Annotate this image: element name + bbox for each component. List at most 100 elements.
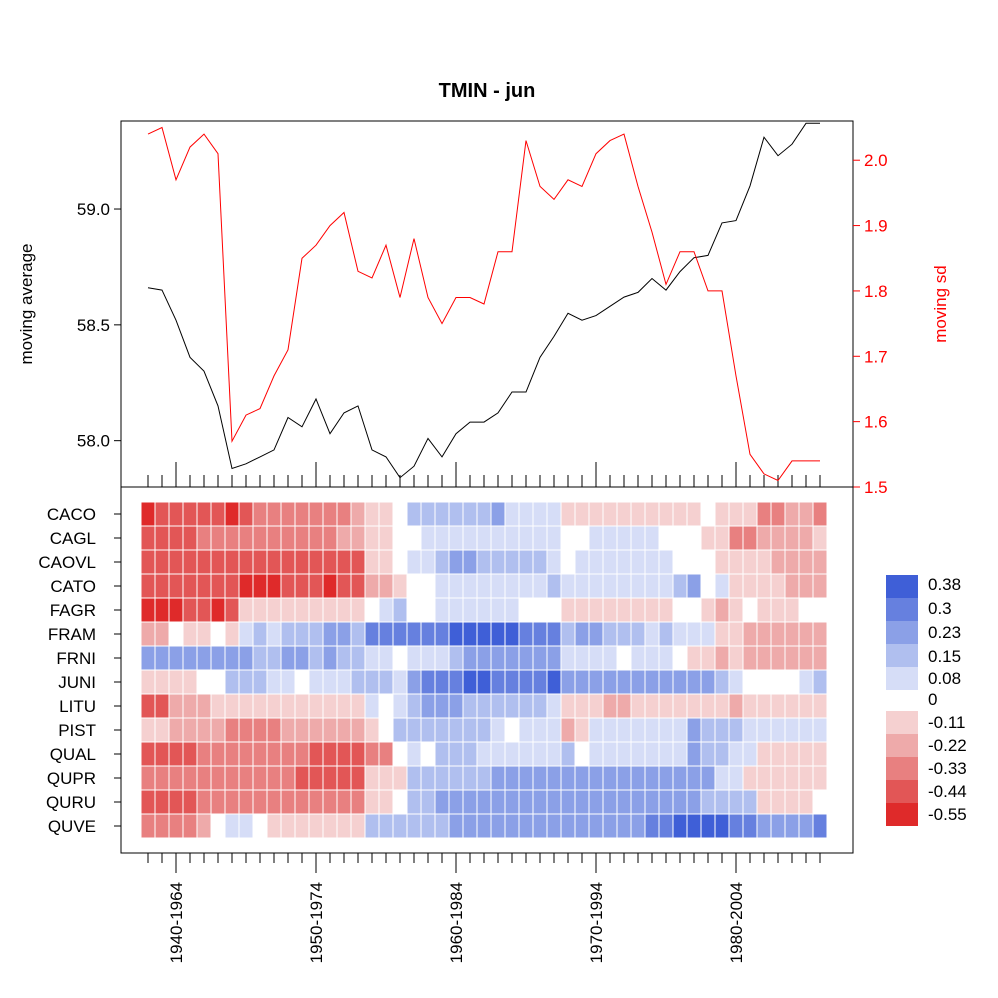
- heatmap-cell: [378, 597, 394, 623]
- heatmap-cell: [448, 573, 464, 599]
- heatmap-cell: [434, 549, 450, 575]
- heatmap-cell: [308, 597, 324, 623]
- heatmap-cell: [644, 621, 660, 647]
- heatmap-cell: [518, 741, 534, 767]
- heatmap-cell: [462, 573, 478, 599]
- heatmap-cell: [266, 669, 282, 695]
- heatmap-cell: [406, 597, 422, 623]
- heatmap-cell: [420, 717, 436, 743]
- heatmap-cell: [210, 693, 226, 719]
- heatmap-cell: [476, 501, 492, 527]
- heatmap-cell: [336, 741, 352, 767]
- left-axis-tick-label: 58.5: [77, 316, 110, 335]
- heatmap-cell: [784, 669, 800, 695]
- heatmap-cell: [294, 789, 310, 815]
- heatmap-cell: [546, 669, 562, 695]
- legend-label: 0.08: [928, 669, 961, 688]
- heatmap-cell: [644, 573, 660, 599]
- heatmap-cell: [378, 645, 394, 671]
- heatmap-cell: [406, 693, 422, 719]
- heatmap-cell: [420, 597, 436, 623]
- legend-label: -0.44: [928, 782, 967, 801]
- heatmap-cell: [602, 693, 618, 719]
- heatmap-cell: [588, 741, 604, 767]
- heatmap-cell: [630, 789, 646, 815]
- heatmap-cell: [168, 597, 184, 623]
- heatmap-panel-frame: [120, 486, 854, 854]
- bottom-x-ticks: 1940-1964 1950-1974 1960-1984 1970-1994 1980…: [147, 853, 821, 963]
- heatmap-cell: [196, 741, 212, 767]
- heatmap-cell: [210, 765, 226, 791]
- heatmap-cell: [700, 621, 716, 647]
- heatmap-cell: [238, 621, 254, 647]
- heatmap-cell: [448, 525, 464, 551]
- heatmap-cell: [588, 789, 604, 815]
- heatmap-cell: [700, 717, 716, 743]
- heatmap-cell: [434, 789, 450, 815]
- heatmap-cell: [616, 717, 632, 743]
- heatmap-cell: [714, 573, 730, 599]
- heatmap-cell: [196, 693, 212, 719]
- heatmap-cell: [280, 669, 296, 695]
- right-axis: 1.5 1.6 1.7 1.8 1.9 2.0: [853, 151, 888, 497]
- heatmap-cell: [336, 549, 352, 575]
- heatmap-cell: [476, 789, 492, 815]
- heatmap-cell: [616, 573, 632, 599]
- heatmap-cell: [504, 741, 520, 767]
- row-label: PIST: [58, 721, 96, 740]
- heatmap-cell: [154, 693, 170, 719]
- heatmap-cell: [602, 501, 618, 527]
- heatmap-cell: [224, 621, 240, 647]
- heatmap-cell: [252, 597, 268, 623]
- heatmap-cell: [560, 621, 576, 647]
- heatmap-cell: [588, 693, 604, 719]
- heatmap-cell: [504, 621, 520, 647]
- heatmap-cell: [266, 501, 282, 527]
- heatmap-cell: [462, 813, 478, 839]
- heatmap-cell: [154, 573, 170, 599]
- heatmap-cell: [280, 501, 296, 527]
- heatmap-cell: [532, 645, 548, 671]
- heatmap-cell: [700, 789, 716, 815]
- heatmap-cell: [546, 693, 562, 719]
- heatmap-cell: [462, 789, 478, 815]
- heatmap-cell: [392, 669, 408, 695]
- heatmap-cell: [546, 501, 562, 527]
- heatmap-cell: [616, 645, 632, 671]
- heatmap-cell: [308, 717, 324, 743]
- heatmap-cell: [770, 501, 786, 527]
- heatmap-cell: [630, 813, 646, 839]
- heatmap-cell: [770, 717, 786, 743]
- legend-label: 0.15: [928, 647, 961, 666]
- heatmap-cell: [336, 693, 352, 719]
- heatmap-cell: [672, 597, 688, 623]
- heatmap-cell: [798, 693, 814, 719]
- heatmap-cell: [462, 645, 478, 671]
- heatmap-cell: [294, 741, 310, 767]
- heatmap-cell: [266, 573, 282, 599]
- heatmap-cell: [322, 597, 338, 623]
- heatmap-cell: [238, 717, 254, 743]
- heatmap-cell: [616, 525, 632, 551]
- heatmap-cell: [602, 621, 618, 647]
- heatmap-cell: [686, 645, 702, 671]
- heatmap-cell: [238, 597, 254, 623]
- heatmap-cell: [420, 621, 436, 647]
- heatmap-cell: [518, 693, 534, 719]
- heatmap-cell: [364, 597, 380, 623]
- heatmap-cell: [462, 525, 478, 551]
- heatmap-cell: [728, 669, 744, 695]
- heatmap-cell: [532, 525, 548, 551]
- heatmap-cell: [364, 525, 380, 551]
- heatmap-cell: [672, 645, 688, 671]
- heatmap-cell: [728, 573, 744, 599]
- heatmap-cell: [210, 525, 226, 551]
- heatmap-cell: [574, 741, 590, 767]
- heatmap-cell: [504, 597, 520, 623]
- heatmap-cell: [742, 525, 758, 551]
- heatmap-cell: [406, 741, 422, 767]
- legend-label: 0.23: [928, 623, 961, 642]
- heatmap-cell: [434, 765, 450, 791]
- heatmap-cell: [406, 765, 422, 791]
- heatmap-cell: [350, 693, 366, 719]
